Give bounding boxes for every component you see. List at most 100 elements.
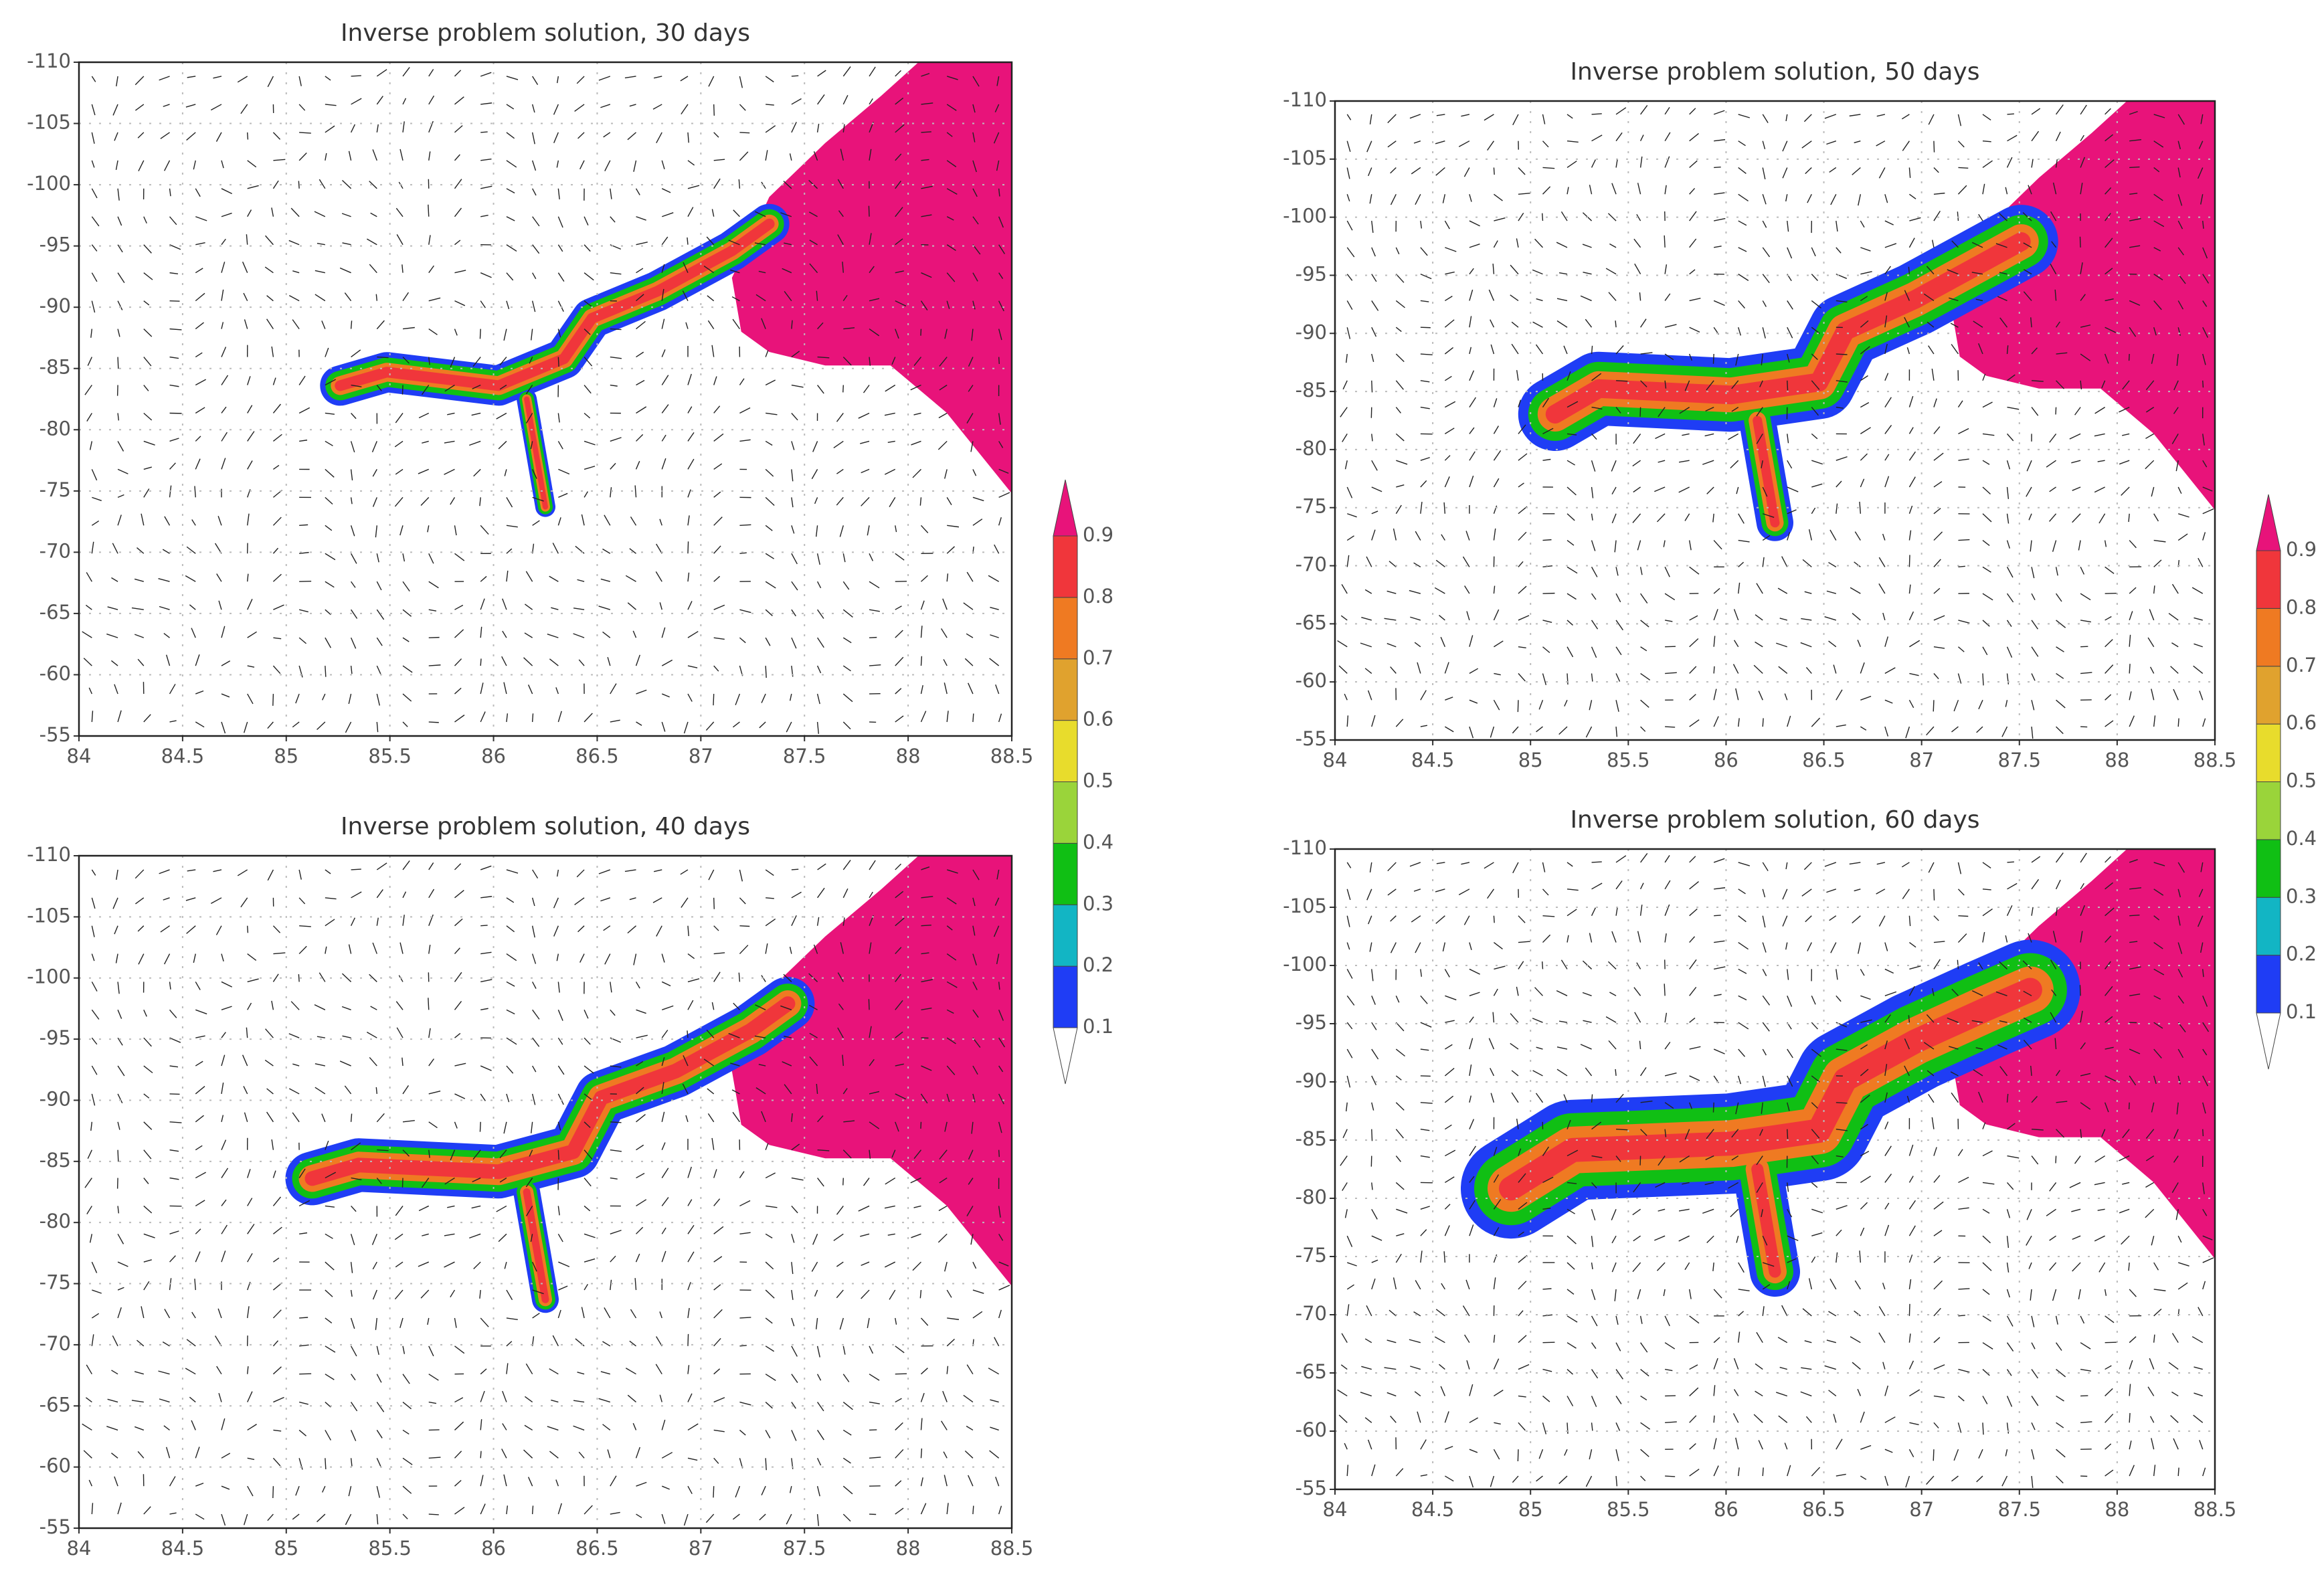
current-vector [661,1142,666,1150]
current-vector [1908,238,1915,248]
current-vector [920,525,929,533]
current-vector [1591,1094,1593,1103]
current-vector [247,693,254,705]
current-vector [884,1205,895,1209]
current-vector [350,124,356,133]
current-vector [1637,540,1641,551]
current-vector [1785,194,1788,202]
current-vector [2122,1182,2130,1185]
current-vector [1706,1235,1714,1244]
y-tick-label: -95 [1295,262,1327,285]
current-vector [532,1313,540,1319]
current-vector [2175,460,2179,472]
current-vector [2171,583,2179,594]
current-vector [1493,1174,1500,1183]
current-vector [2104,1289,2107,1296]
current-vector [402,581,410,592]
current-vector [869,149,872,161]
current-vector [2080,1102,2091,1110]
current-vector [1589,933,1593,943]
current-vector [557,188,560,200]
current-vector [506,897,515,903]
current-vector [499,357,507,366]
current-vector [195,1115,204,1123]
current-vector [635,654,640,666]
current-vector [703,265,715,274]
current-vector [789,153,792,161]
current-vector [2105,616,2112,621]
current-vector [143,1010,147,1017]
current-vector [1615,1093,1624,1103]
current-vector [633,953,637,965]
current-vector [1878,167,1886,179]
current-vector [1860,662,1865,674]
current-vector [450,1289,456,1298]
current-vector [91,982,98,992]
current-vector [523,1449,533,1459]
current-vector [809,1056,818,1066]
current-vector [968,357,974,367]
current-vector [221,1418,226,1430]
current-vector [325,347,329,357]
current-vector [1542,1395,1550,1402]
current-vector [1731,380,1739,389]
current-vector [237,76,248,83]
current-vector [1689,1364,1698,1370]
current-vector [2129,587,2137,594]
current-vector [1762,114,1769,123]
current-vector [186,132,196,141]
current-vector [1664,1315,1670,1327]
current-vector [1758,690,1763,701]
current-vector [2006,540,2010,549]
current-vector [966,1206,974,1216]
current-vector [1464,1334,1470,1343]
current-vector [1516,370,1519,381]
current-vector [221,953,224,962]
current-vector [1639,1155,1641,1166]
current-vector [687,1030,689,1038]
current-vector [195,458,201,470]
current-vector [1415,193,1421,205]
current-vector [895,153,902,161]
current-vector [1908,167,1911,178]
current-vector [1608,292,1617,301]
current-vector [266,295,274,302]
current-vector [506,1065,514,1074]
current-vector [1567,862,1573,867]
current-vector [920,1503,927,1515]
current-vector [653,869,662,872]
current-vector [2202,486,2213,492]
current-vector [815,525,818,537]
current-vector [1664,984,1666,996]
current-vector [1931,1117,1935,1129]
current-vector [1640,1449,1649,1457]
current-vector [1836,300,1848,303]
current-vector [480,1368,487,1375]
current-vector [656,132,662,144]
current-vector [1860,1176,1871,1184]
current-vector [267,1513,274,1521]
current-vector [636,434,644,442]
current-vector [2105,961,2111,969]
current-vector [501,656,507,666]
current-vector [1665,1368,1673,1372]
current-vector [1958,620,1970,624]
current-vector [636,1060,644,1066]
current-vector [1567,1342,1577,1349]
current-vector [1337,640,1348,648]
current-vector [1933,1364,1945,1370]
current-vector [137,547,145,554]
current-vector [895,1480,902,1487]
current-vector [687,406,693,413]
current-vector [195,654,200,666]
current-vector [247,1306,250,1319]
current-vector [1542,186,1551,195]
current-vector [1836,503,1838,514]
current-vector [376,1458,381,1467]
current-vector [1493,1254,1498,1263]
current-vector [713,517,723,526]
current-vector [135,76,145,86]
current-vector [1860,726,1867,731]
current-vector [1787,1258,1797,1263]
current-vector [2094,1182,2105,1186]
